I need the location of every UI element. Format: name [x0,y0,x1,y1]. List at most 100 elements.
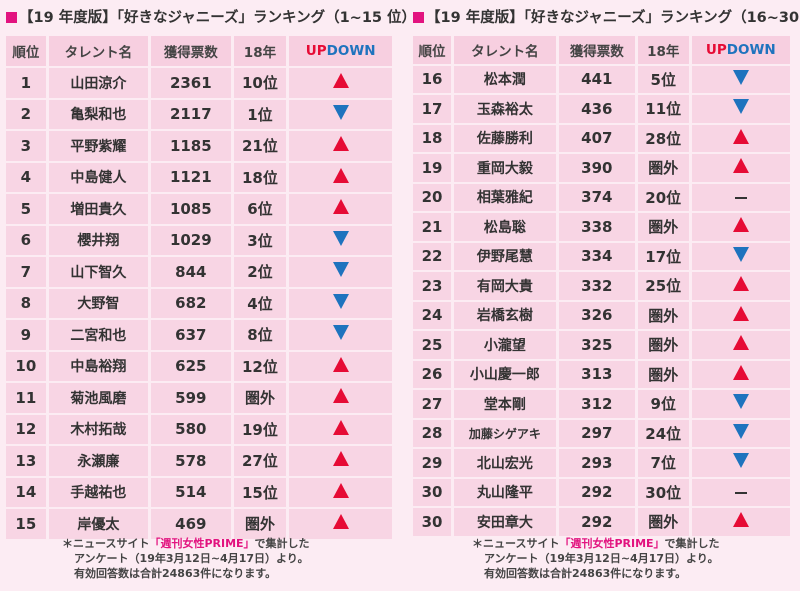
cell-rank: 22 [413,242,452,270]
cell-trend [289,131,392,161]
cell-prev: 25位 [637,272,689,300]
up-triangle-icon [332,356,349,372]
note-line-3: 有効回答数は合計24863件になります。 [74,567,277,580]
survey-note-right: ＊ニュースサイト「週刊女性PRIME」で集計した アンケート（19年3月12日~4… [472,536,720,581]
title-text: 【19 年度版】「好きなジャニーズ」ランキング（16~30 位） [426,10,800,26]
cell-votes: 625 [151,351,231,381]
header-up: UP [305,43,327,59]
cell-name: 北山宏光 [454,449,556,477]
table-row: 28 加藤シゲアキ 297 24位 [413,419,790,447]
cell-votes: 1185 [151,131,231,161]
ranking-panel-1-15: 【19 年度版】「好きなジャニーズ」ランキング（1~15 位） 順位 タレント名 獲得… [3,0,416,541]
cell-rank: 30 [413,478,452,506]
table-row: 20 相葉雅紀 374 20位 [413,183,790,211]
cell-votes: 374 [558,183,635,211]
title-text: 【19 年度版】「好きなジャニーズ」ランキング（1~15 位） [19,10,417,26]
cell-trend [691,154,790,182]
cell-name: 小山慶一郎 [454,360,556,388]
cell-votes: 469 [151,509,231,539]
cell-votes: 332 [558,272,635,300]
table-row: 24 岩橋玄樹 326 圏外 [413,301,790,329]
note-prefix: ＊ニュースサイト [472,537,560,550]
cell-trend [691,301,790,329]
cell-trend [691,360,790,388]
up-triangle-icon [332,482,349,498]
table-row: 15 岸優太 469 圏外 [6,509,392,539]
cell-votes: 1121 [151,162,231,192]
cell-rank: 24 [413,301,452,329]
cell-prev: 8位 [233,320,287,350]
table-row: 18 佐藤勝利 407 28位 [413,124,790,152]
cell-name: 相葉雅紀 [454,183,556,211]
cell-votes: 390 [558,154,635,182]
cell-name: 松本潤 [454,65,556,93]
note-source: 「週刊女性PRIME」 [559,537,665,550]
table-row: 25 小瀧望 325 圏外 [413,331,790,359]
down-triangle-icon [332,262,349,278]
ranking-table: 順位 タレント名 獲得票数 18年 UPDOWN 1 山田涼介 2361 10位 2 亀梨和也 211… [3,34,395,541]
cell-prev: 圏外 [637,213,689,241]
table-row: 7 山下智久 844 2位 [6,257,392,287]
up-triangle-icon [732,217,749,233]
cell-name: 中島裕翔 [48,351,149,381]
cell-rank: 13 [6,446,46,476]
cell-rank: 10 [6,351,46,381]
cell-rank: 30 [413,508,452,536]
cell-rank: 11 [6,383,46,413]
cell-rank: 8 [6,288,46,318]
cell-votes: 407 [558,124,635,152]
cell-prev: 17位 [637,242,689,270]
cell-name: 櫻井翔 [48,225,149,255]
cell-name: 増田貴久 [48,194,149,224]
cell-votes: 580 [151,414,231,444]
table-row: 14 手越祐也 514 15位 [6,477,392,507]
cell-name: 大野智 [48,288,149,318]
cell-votes: 441 [558,65,635,93]
cell-trend [691,272,790,300]
cell-rank: 3 [6,131,46,161]
up-triangle-icon [732,128,749,144]
cell-trend [289,162,392,192]
cell-trend [289,446,392,476]
cell-trend [691,419,790,447]
cell-name: 亀梨和也 [48,99,149,129]
table-row: 19 重岡大毅 390 圏外 [413,154,790,182]
cell-rank: 19 [413,154,452,182]
cell-prev: 21位 [233,131,287,161]
cell-rank: 9 [6,320,46,350]
up-triangle-icon [332,419,349,435]
down-triangle-icon [332,293,349,309]
cell-votes: 844 [151,257,231,287]
cell-name: 有岡大貴 [454,272,556,300]
cell-trend [289,383,392,413]
cell-prev: 6位 [233,194,287,224]
header-name: タレント名 [48,36,149,66]
table-row: 8 大野智 682 4位 [6,288,392,318]
cell-prev: 15位 [233,477,287,507]
table-row: 30 丸山隆平 292 30位 [413,478,790,506]
cell-rank: 15 [6,509,46,539]
up-triangle-icon [732,512,749,528]
down-triangle-icon [332,325,349,341]
cell-votes: 2361 [151,68,231,98]
cell-trend [691,331,790,359]
cell-votes: 292 [558,478,635,506]
cell-name: 松島聡 [454,213,556,241]
cell-prev: 11位 [637,95,689,123]
up-triangle-icon [332,514,349,530]
cell-votes: 326 [558,301,635,329]
cell-prev: 4位 [233,288,287,318]
header-updown: UPDOWN [289,36,392,66]
cell-prev: 圏外 [233,509,287,539]
cell-trend [691,242,790,270]
up-triangle-icon [732,364,749,380]
cell-votes: 436 [558,95,635,123]
header-row: 順位 タレント名 獲得票数 18年 UPDOWN [6,36,392,66]
cell-name: 重岡大毅 [454,154,556,182]
up-triangle-icon [332,167,349,183]
cell-votes: 578 [151,446,231,476]
note-line-2: アンケート（19年3月12日~4月17日）より。 [74,552,309,565]
header-down: DOWN [726,41,776,58]
cell-rank: 16 [413,65,452,93]
cell-rank: 5 [6,194,46,224]
